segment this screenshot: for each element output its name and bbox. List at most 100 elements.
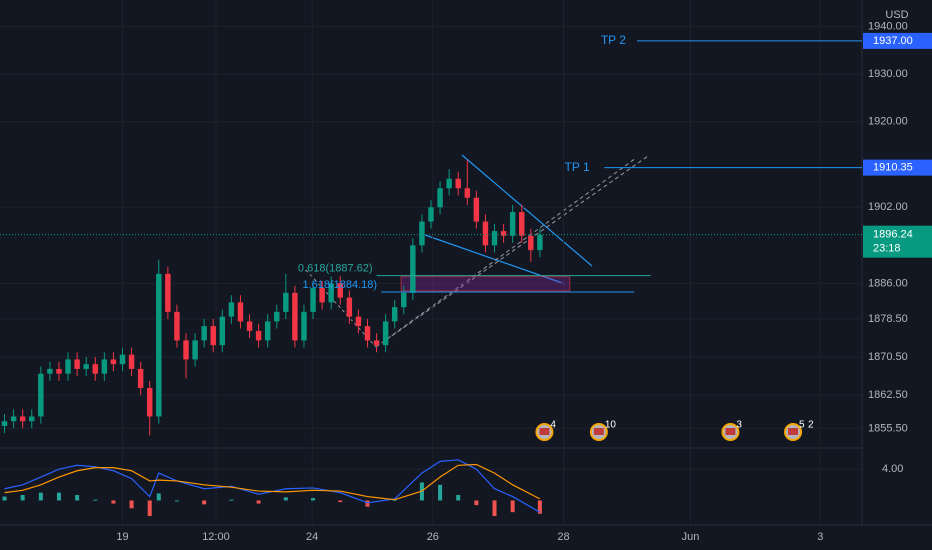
candle-body [219, 316, 226, 346]
macd-histogram-bar [93, 499, 98, 501]
candle-body [382, 321, 389, 346]
fib-label: 0.618(1887.62) [298, 263, 373, 275]
candle-body [264, 321, 271, 341]
target-name: TP 1 [565, 160, 590, 174]
candle-body [355, 316, 362, 327]
candle-body [192, 340, 198, 360]
candle-body [137, 368, 144, 388]
macd-histogram-bar [202, 500, 207, 505]
macd-histogram-bar [38, 492, 43, 501]
macd-histogram-bar [229, 499, 234, 501]
candle-body [74, 359, 80, 369]
event-count: 2 [808, 420, 814, 431]
candle-body [410, 245, 416, 293]
candle-body [274, 311, 280, 322]
candle-body [346, 297, 353, 317]
event-flag [539, 428, 550, 435]
y-tick-label: 1902.00 [868, 201, 908, 213]
candle-body [428, 207, 434, 222]
x-tick-label: 19 [116, 531, 128, 543]
macd-histogram-bar [510, 500, 515, 513]
candle-body [1, 421, 8, 426]
candle-body [455, 178, 461, 189]
candle-body [364, 326, 371, 341]
candle-body [19, 416, 26, 422]
macd-histogram-bar [456, 494, 461, 501]
candle-body [537, 234, 543, 251]
candle-body [310, 288, 316, 312]
y-tick-label: 1855.50 [868, 422, 908, 434]
target-name: TP 2 [601, 33, 626, 47]
candle-body [437, 188, 443, 208]
candle-body [29, 416, 35, 422]
macd-histogram-bar [283, 497, 288, 501]
y-tick-label: 1920.00 [868, 116, 908, 128]
macd-histogram-bar [174, 500, 179, 502]
x-tick-label: 26 [427, 531, 439, 543]
event-count: 4 [550, 420, 556, 431]
zone [400, 276, 571, 292]
event-count: 3 [736, 420, 742, 431]
y-tick-label: 1870.50 [868, 351, 908, 363]
candle-body [419, 221, 425, 246]
candle-body [228, 302, 235, 317]
macd-histogram-bar [311, 498, 316, 501]
candle-body [509, 212, 516, 236]
currency-label: USD [885, 9, 908, 21]
candle-body [464, 188, 471, 198]
x-tick-label: 3 [817, 531, 823, 543]
macd-histogram-bar [129, 500, 134, 509]
event-count: 10 [605, 420, 617, 431]
target-axis-box [863, 159, 932, 176]
candle-body [337, 283, 343, 298]
candle-body [10, 416, 17, 422]
signal-line [4, 463, 541, 501]
fib-label: 1.618(1884.18) [302, 279, 377, 291]
candle-body [183, 340, 189, 360]
candle-body [446, 178, 452, 189]
candle-body [47, 368, 53, 374]
candle-body [246, 321, 253, 331]
macd-histogram-bar [492, 500, 497, 517]
macd-histogram-bar [365, 500, 370, 507]
x-tick-label: 24 [306, 531, 318, 543]
channel-line [375, 157, 637, 348]
candle-body [56, 368, 62, 374]
macd-histogram-bar [537, 500, 542, 514]
candle-body [401, 292, 407, 308]
candle-body [92, 364, 98, 374]
candle-body [328, 283, 334, 303]
macd-histogram-bar [474, 500, 479, 506]
target-axis-label: 1937.00 [873, 35, 913, 47]
candle-body [283, 292, 289, 312]
last-price-box [863, 225, 932, 258]
event-flag [593, 428, 604, 435]
candle-body [83, 364, 89, 369]
candle-body [319, 288, 325, 303]
macd-histogram-bar [2, 496, 7, 501]
x-tick-label: 12:00 [202, 531, 230, 543]
candle-body [110, 359, 117, 365]
y-tick-label: 1878.50 [868, 313, 908, 325]
macd-histogram-bar [147, 500, 152, 517]
candle-body [255, 330, 262, 341]
candle-body [292, 292, 298, 341]
candle-body [482, 221, 489, 246]
candle-body [38, 373, 44, 417]
candle-body [201, 326, 207, 341]
target-axis-box [863, 32, 932, 49]
candle-body [128, 354, 135, 369]
macd-tick-label: 4.00 [882, 463, 903, 475]
macd-histogram-bar [20, 494, 25, 501]
candle-body [165, 273, 171, 312]
macd-line [4, 459, 541, 513]
macd-histogram-bar [438, 484, 443, 501]
event-flag [788, 428, 799, 435]
candle-body [101, 359, 108, 374]
candle-body [491, 231, 498, 246]
candle-body [174, 311, 180, 341]
macd-histogram-bar [75, 494, 80, 501]
macd-histogram-bar [256, 500, 261, 504]
